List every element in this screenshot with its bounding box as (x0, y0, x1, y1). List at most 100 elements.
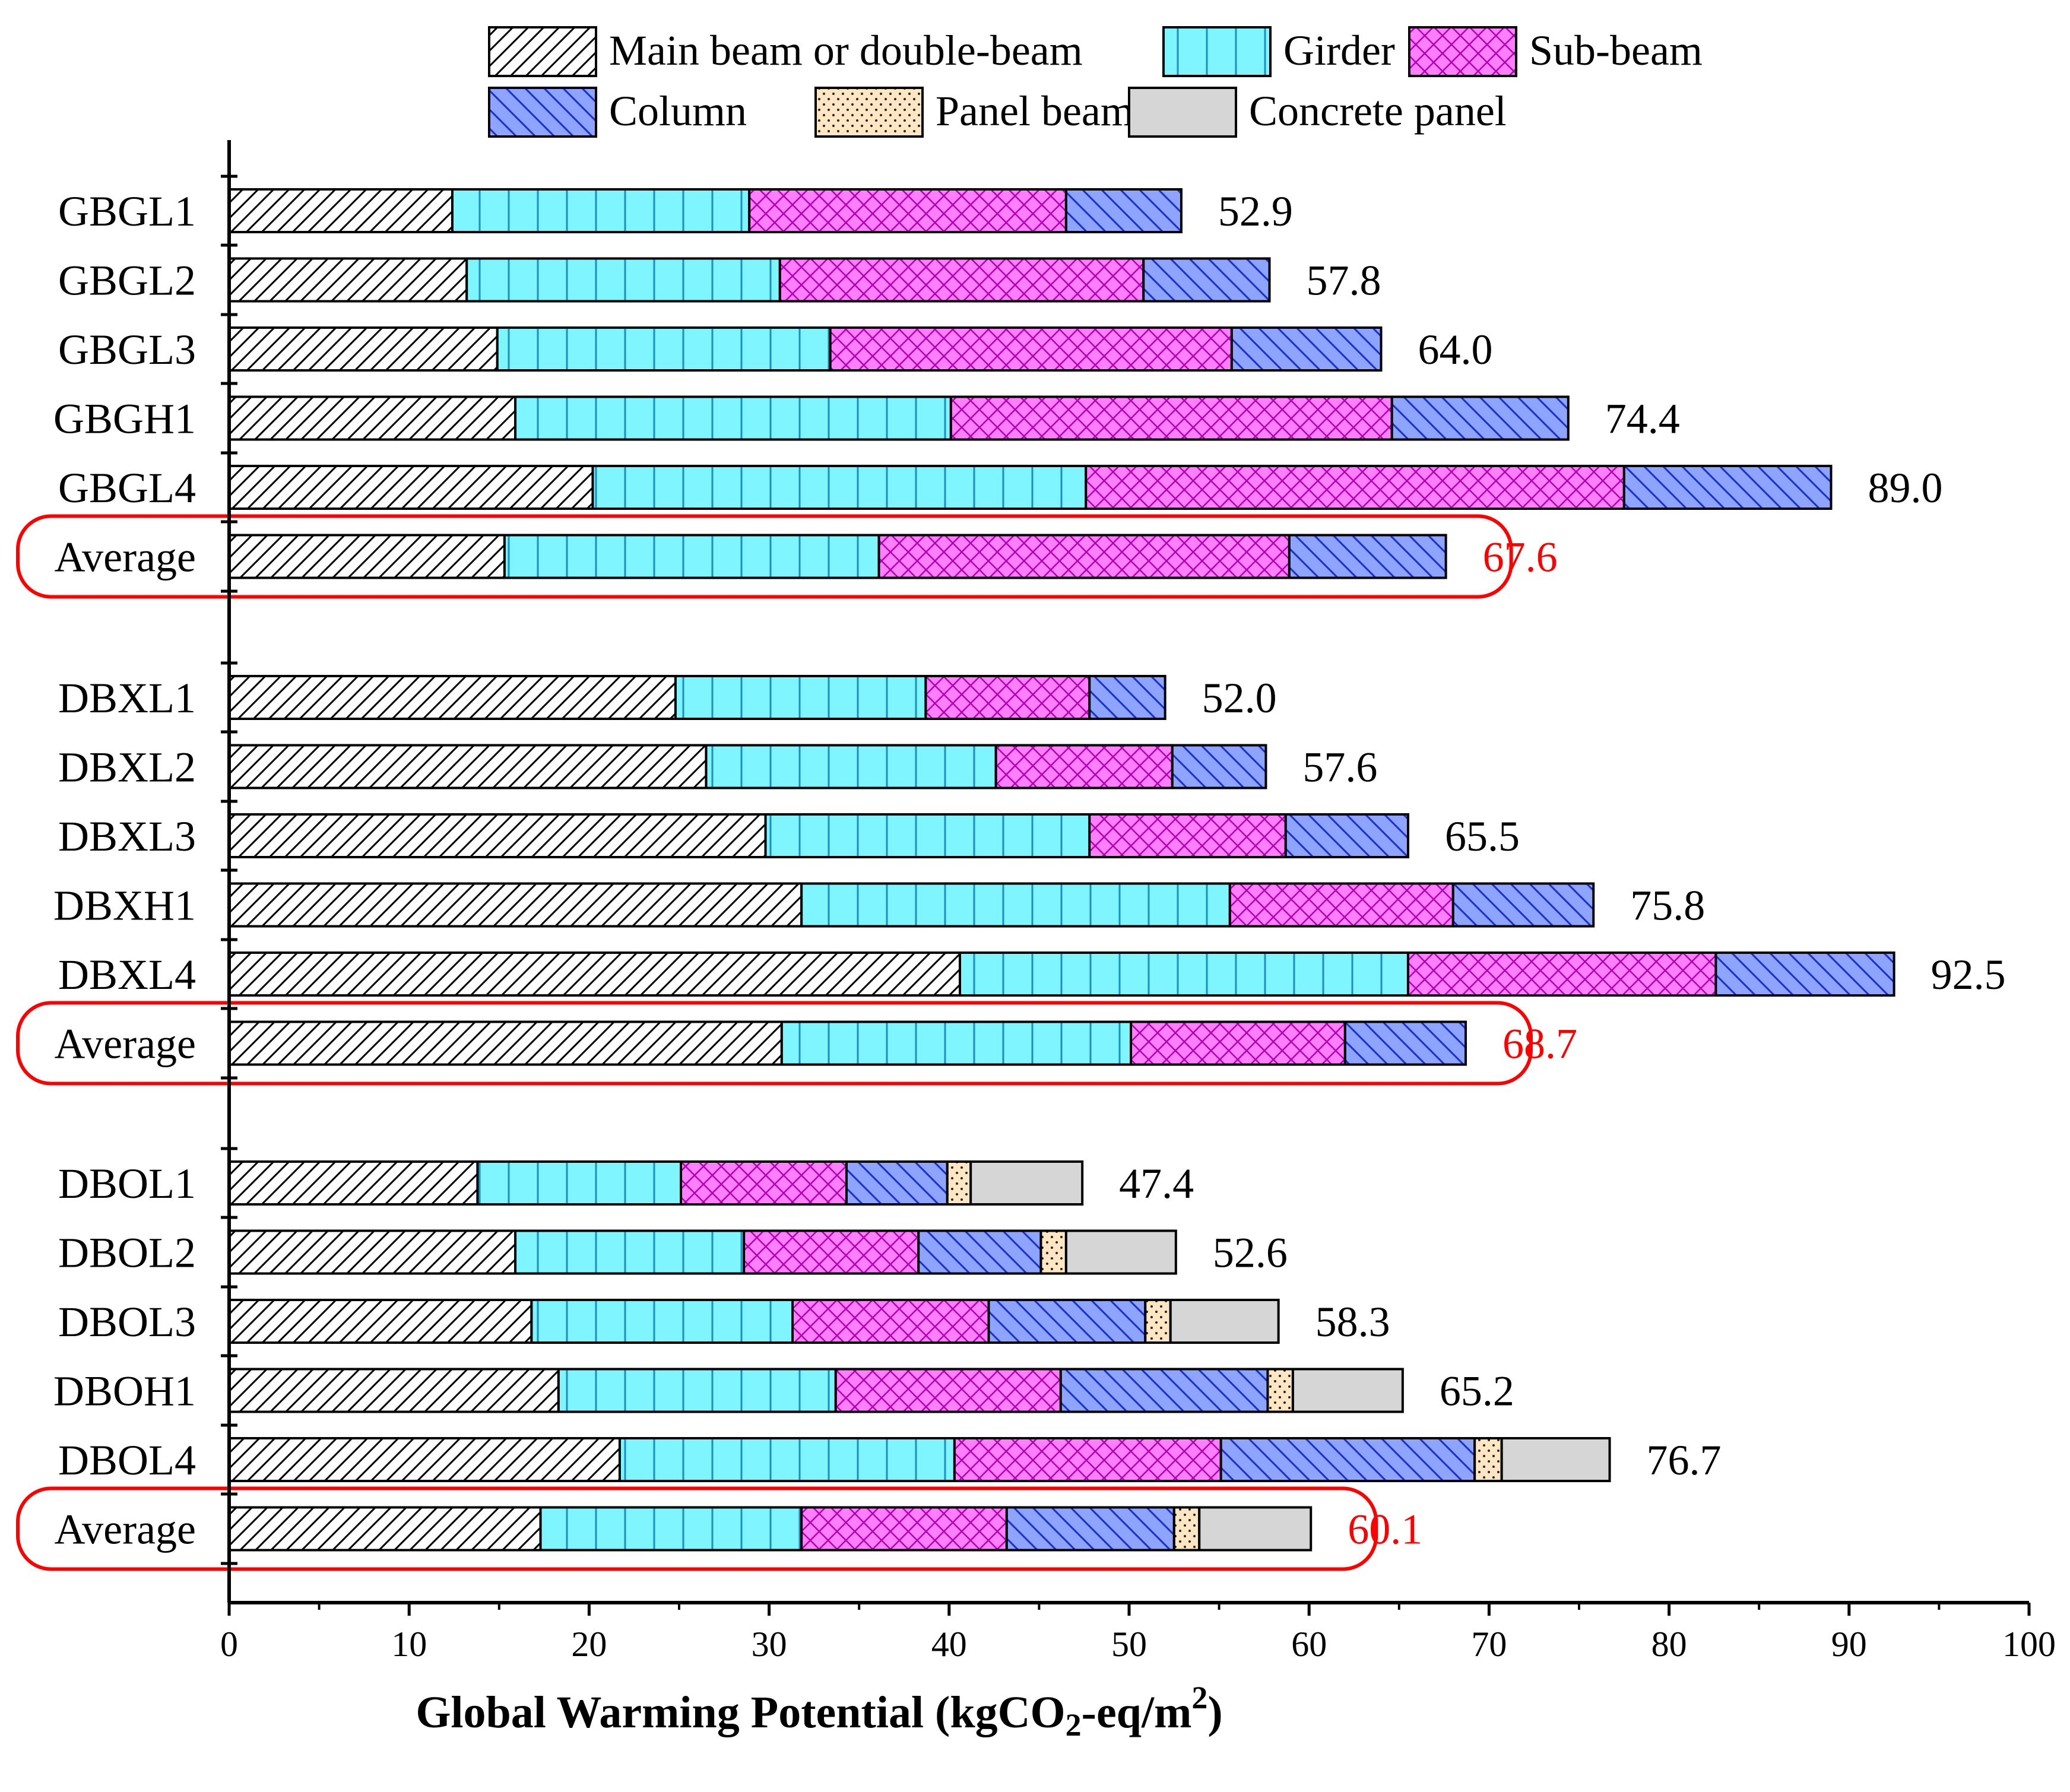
bar-segment-panel_beam (1144, 1299, 1172, 1344)
bar-row-gbgl2: GBGL2 57.8 (58, 257, 1381, 305)
x-axis-title-main: Global Warming Potential (kgCO (416, 1688, 1065, 1737)
category-label: DBXL3 (58, 813, 196, 860)
total-value-label: 65.2 (1440, 1368, 1514, 1415)
x-axis-title: Global Warming Potential (kgCO2-eq/m2) (416, 1680, 1222, 1743)
bar-segment-sub (800, 1506, 1008, 1552)
bar-row-average-2: Average 68.7 (16, 1001, 1577, 1086)
total-value-label: 47.4 (1119, 1160, 1194, 1207)
bar-segment-girder (557, 1368, 837, 1413)
bar-segment-sub (834, 1368, 1062, 1413)
bar-segment-girder (530, 1299, 794, 1344)
category-label: GBGL2 (58, 257, 196, 305)
category-label: DBOL1 (58, 1160, 196, 1207)
bar-segment-column (1171, 744, 1267, 789)
bar-segment-panel_beam (1172, 1506, 1201, 1552)
bar-group-3: DBOL1 47.4 DBOL2 52.6 DBOL3 58.3 DBOH1 65.2 DBOL… (16, 1160, 1722, 1571)
legend-swatch-column (488, 87, 597, 138)
bar-segment-column (1088, 675, 1166, 720)
bar-segment-girder (539, 1506, 803, 1552)
bar-segment-sub (778, 257, 1145, 303)
legend-item-sub: Sub-beam (1408, 26, 1703, 77)
x-tick-label: 0 (220, 1625, 238, 1664)
total-value-label: 89.0 (1868, 464, 1942, 512)
x-tick-label: 100 (2002, 1625, 2056, 1664)
bar-group-1: GBGL1 52.9 GBGL2 57.8 GBGL3 64.0 GBGH1 74.4 GBGL… (16, 188, 1942, 599)
legend-label-girder: Girder (1283, 27, 1395, 74)
total-value-label: 60.1 (1348, 1506, 1422, 1553)
bar-row-dbol2: DBOL2 52.6 (58, 1229, 1288, 1277)
legend-label-main: Main beam or double-beam (609, 27, 1083, 74)
category-label: Average (55, 534, 196, 581)
bar-segment-main (228, 1229, 517, 1275)
bar-row-dbxl3: DBXL3 65.5 (58, 813, 1520, 860)
legend-swatch-panel_beam (814, 87, 924, 138)
bar-segment-concrete (1198, 1506, 1313, 1552)
bar-segment-sub (994, 744, 1174, 789)
legend-swatch-sub (1408, 26, 1517, 77)
bar-segment-sub (1085, 465, 1625, 510)
total-value-label: 74.4 (1605, 395, 1680, 443)
bar-segment-main (228, 395, 517, 441)
bar-segment-main (228, 1506, 542, 1552)
category-label: DBOL3 (58, 1298, 196, 1346)
bar-segment-sub (748, 188, 1067, 233)
bar-segment-girder (476, 1160, 683, 1206)
bar-segment-sub (953, 1437, 1222, 1482)
legend-item-girder: Girder (1162, 26, 1395, 77)
average-highlight-outline (16, 1486, 1378, 1571)
total-value-label: 52.0 (1202, 674, 1277, 722)
x-tick-label: 90 (1831, 1625, 1867, 1664)
bar-row-dboh1: DBOH1 65.2 (53, 1368, 1514, 1415)
bar-segment-column (845, 1160, 949, 1206)
bar-segment-main (228, 1299, 533, 1344)
bar-segment-column (1219, 1437, 1476, 1482)
bar-segment-girder (764, 813, 1091, 858)
average-highlight-outline (16, 514, 1513, 599)
bar-segment-column (917, 1229, 1042, 1275)
bar-segment-girder (705, 744, 997, 789)
bar-row-dbol1: DBOL1 47.4 (58, 1160, 1194, 1207)
category-label: DBXL1 (58, 674, 196, 722)
legend-label-concrete: Concrete panel (1249, 87, 1507, 135)
bar-segment-main (228, 951, 961, 997)
bar-segment-panel_beam (946, 1160, 972, 1206)
bar-segment-girder (514, 395, 952, 441)
bar-segment-girder (465, 257, 781, 303)
legend-item-panel_beam: Panel beam (814, 87, 1134, 138)
bar-segment-column (1622, 465, 1833, 510)
bar-segment-sub (1228, 882, 1454, 928)
legend-label-column: Column (609, 87, 747, 135)
bar-segment-column (1451, 882, 1595, 928)
total-value-label: 65.5 (1445, 813, 1520, 860)
bar-segment-girder (800, 882, 1231, 928)
total-value-label: 52.6 (1213, 1229, 1288, 1277)
category-label: GBGH1 (53, 395, 196, 443)
x-tick-label: 80 (1651, 1625, 1687, 1664)
bar-segment-column (1005, 1506, 1175, 1552)
category-label: GBGL4 (58, 464, 196, 512)
category-label: DBXH1 (53, 882, 196, 930)
bar-segment-column (1230, 326, 1383, 372)
legend-item-main: Main beam or double-beam (488, 26, 1083, 77)
bar-row-gbgl4: GBGL4 89.0 (58, 464, 1942, 512)
x-tick-label: 10 (391, 1625, 427, 1664)
bar-segment-girder (780, 1020, 1133, 1066)
bar-segment-concrete (969, 1160, 1084, 1206)
bar-segment-concrete (1169, 1299, 1280, 1344)
total-value-label: 52.9 (1218, 188, 1293, 235)
bar-segment-girder (514, 1229, 746, 1275)
bar-row-gbgh1: GBGH1 74.4 (53, 395, 1680, 443)
total-value-label: 92.5 (1931, 951, 2006, 998)
x-axis-title-sup: 2 (1191, 1680, 1207, 1715)
bar-row-gbgl3: GBGL3 64.0 (58, 326, 1492, 373)
category-label: DBXL4 (58, 951, 196, 998)
category-label: DBOL4 (58, 1436, 196, 1484)
bar-segment-main (228, 326, 499, 372)
bar-segment-main (228, 1020, 783, 1066)
total-value-label: 68.7 (1502, 1020, 1577, 1068)
bar-segment-main (228, 257, 468, 303)
bar-segment-column (1142, 257, 1271, 303)
bar-segment-sub (680, 1160, 848, 1206)
